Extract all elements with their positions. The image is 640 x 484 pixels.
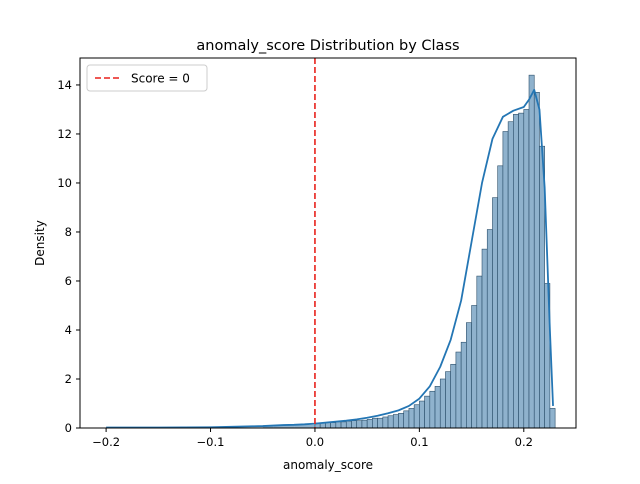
histogram-bar: [482, 249, 487, 428]
histogram-bar: [451, 364, 456, 428]
legend: Score = 0: [87, 65, 207, 91]
histogram-bar: [372, 418, 377, 428]
histogram-bar: [466, 323, 471, 428]
histogram-bar: [346, 421, 351, 428]
y-tick-label: 6: [65, 274, 72, 288]
y-tick-label: 2: [65, 372, 72, 386]
x-tick-label: 0.2: [515, 435, 533, 449]
histogram-bar: [435, 386, 440, 428]
y-axis-label: Density: [33, 220, 47, 266]
histogram-bar: [550, 408, 555, 428]
y-tick-label: 12: [57, 127, 72, 141]
x-tick-label: 0.0: [306, 435, 324, 449]
histogram-bar: [472, 305, 477, 428]
histogram-bar: [503, 132, 508, 428]
histogram-bar: [398, 413, 403, 428]
y-tick-label: 14: [57, 78, 72, 92]
x-ticks: −0.2 −0.1 0.0 0.1 0.2: [92, 428, 533, 449]
histogram-bar: [362, 420, 367, 428]
histogram-bar: [383, 417, 388, 428]
histogram-bar: [393, 415, 398, 428]
histogram-bar: [419, 401, 424, 428]
histogram-bar: [519, 113, 524, 428]
x-tick-label: 0.1: [410, 435, 428, 449]
y-tick-label: 4: [65, 323, 72, 337]
histogram-bar: [513, 114, 518, 428]
histogram-bar: [524, 109, 529, 428]
histogram-bar: [456, 352, 461, 428]
legend-label: Score = 0: [131, 72, 190, 86]
histogram-bar: [351, 421, 356, 428]
histogram-bar: [414, 405, 419, 428]
histogram-bar: [534, 92, 539, 428]
histogram-bar: [425, 396, 430, 428]
x-tick-label: −0.1: [197, 435, 225, 449]
histogram-bar: [508, 122, 513, 428]
histogram-bar: [378, 418, 383, 428]
histogram-bar: [498, 166, 503, 428]
histogram-bar: [388, 416, 393, 428]
histogram-bar: [409, 408, 414, 428]
histogram-bar: [461, 342, 466, 428]
histogram-bar: [357, 421, 362, 428]
histogram-bar: [440, 379, 445, 428]
histogram-bar: [430, 391, 435, 428]
x-tick-label: −0.2: [92, 435, 120, 449]
y-tick-label: 8: [65, 225, 72, 239]
histogram-bar: [477, 276, 482, 428]
histogram-bar: [492, 198, 497, 428]
histogram-bar: [529, 75, 534, 428]
histogram-bar: [404, 411, 409, 428]
y-tick-label: 0: [65, 421, 72, 435]
histogram-bar: [341, 422, 346, 428]
x-axis-label: anomaly_score: [283, 458, 373, 472]
bars-layer: [106, 75, 555, 428]
histogram-bar: [336, 422, 341, 428]
y-tick-label: 10: [57, 176, 72, 190]
chart-title: anomaly_score Distribution by Class: [196, 38, 459, 54]
histogram-bar: [331, 423, 336, 428]
histogram-bar: [487, 230, 492, 428]
histogram-bar: [367, 419, 372, 428]
y-ticks: 0 2 4 6 8 10 12 14: [57, 78, 80, 435]
histogram-bar: [445, 372, 450, 428]
